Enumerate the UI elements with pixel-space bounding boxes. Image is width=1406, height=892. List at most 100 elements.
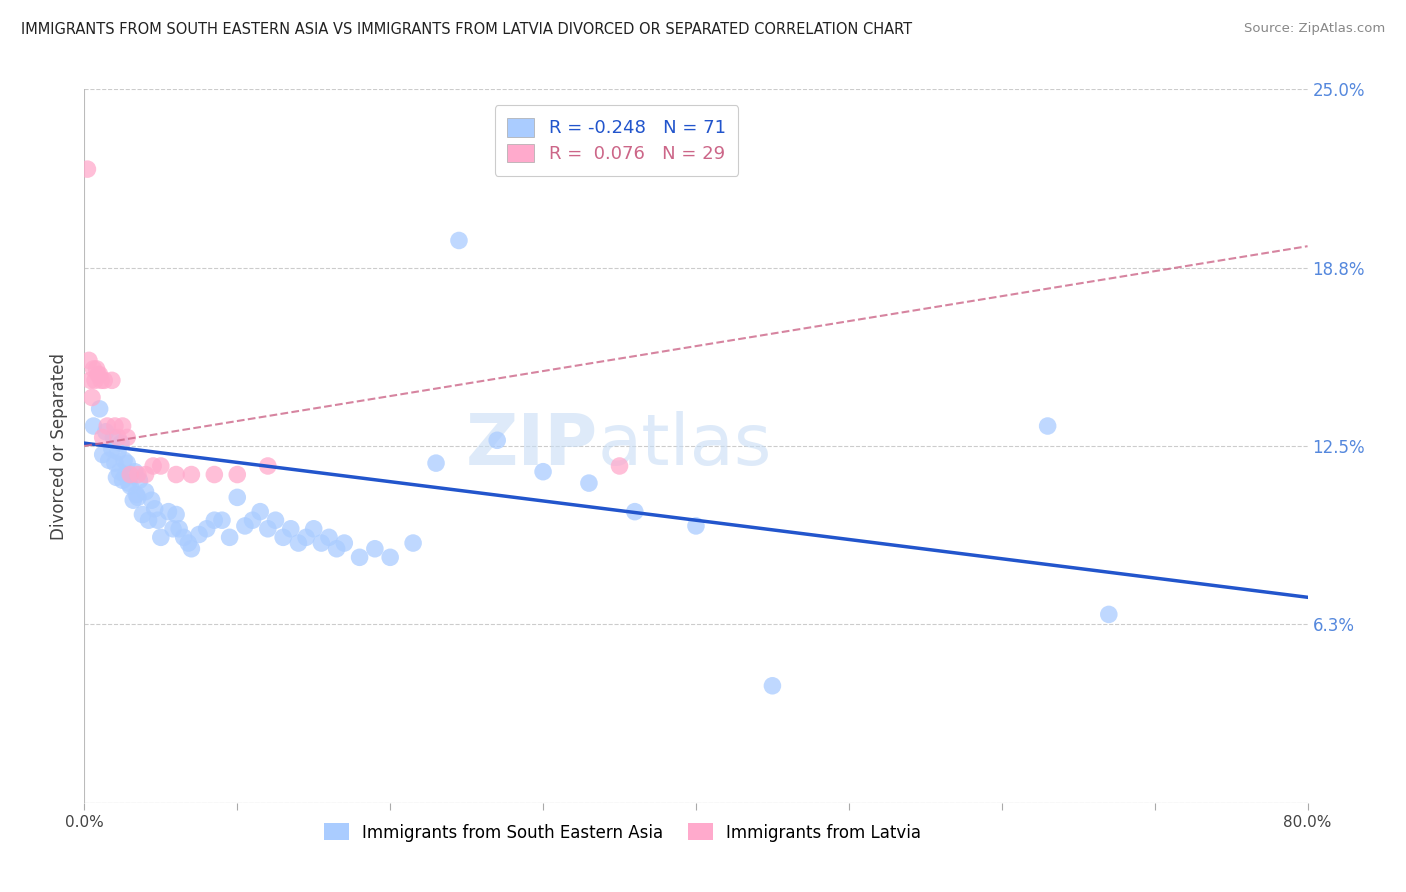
Point xyxy=(105,470,128,484)
Point xyxy=(202,513,225,527)
Point xyxy=(135,467,157,482)
Point xyxy=(211,513,233,527)
Point xyxy=(131,508,153,522)
Point xyxy=(295,530,318,544)
Point xyxy=(165,508,187,522)
Point xyxy=(115,430,138,444)
Point xyxy=(447,234,470,248)
Point xyxy=(120,467,142,482)
Point xyxy=(333,536,356,550)
Point xyxy=(486,434,509,448)
Point xyxy=(96,419,118,434)
Point xyxy=(318,530,340,544)
Point xyxy=(84,373,107,387)
Point xyxy=(97,453,120,467)
Point xyxy=(531,465,554,479)
Point xyxy=(157,505,180,519)
Point xyxy=(89,368,111,382)
Text: ZIP: ZIP xyxy=(465,411,598,481)
Point xyxy=(107,444,129,458)
Point xyxy=(149,458,172,473)
Point xyxy=(127,467,149,482)
Point xyxy=(90,373,112,387)
Point xyxy=(242,513,264,527)
Point xyxy=(135,484,157,499)
Point xyxy=(91,430,114,444)
Point xyxy=(110,436,132,450)
Point xyxy=(118,476,141,491)
Point xyxy=(202,467,225,482)
Point xyxy=(180,467,202,482)
Point xyxy=(107,430,129,444)
Point xyxy=(257,458,280,473)
Point xyxy=(76,162,98,177)
Point xyxy=(177,536,200,550)
Point xyxy=(146,513,169,527)
Point xyxy=(226,491,249,505)
Point xyxy=(380,550,402,565)
Point xyxy=(761,679,783,693)
Point xyxy=(103,430,125,444)
Point xyxy=(128,473,150,487)
Point xyxy=(141,493,163,508)
Point xyxy=(114,467,136,482)
Point xyxy=(271,530,294,544)
Point xyxy=(162,522,184,536)
Point xyxy=(80,391,103,405)
Point xyxy=(173,530,195,544)
Text: Source: ZipAtlas.com: Source: ZipAtlas.com xyxy=(1244,22,1385,36)
Point xyxy=(302,522,325,536)
Point xyxy=(167,522,190,536)
Point xyxy=(77,353,100,368)
Point xyxy=(349,550,371,565)
Point xyxy=(101,373,124,387)
Point xyxy=(83,419,105,434)
Text: IMMIGRANTS FROM SOUTH EASTERN ASIA VS IMMIGRANTS FROM LATVIA DIVORCED OR SEPARAT: IMMIGRANTS FROM SOUTH EASTERN ASIA VS IM… xyxy=(21,22,912,37)
Point xyxy=(226,467,249,482)
Point xyxy=(264,513,287,527)
Point xyxy=(257,522,280,536)
Point xyxy=(165,467,187,482)
Legend: Immigrants from South Eastern Asia, Immigrants from Latvia: Immigrants from South Eastern Asia, Immi… xyxy=(314,814,931,852)
Point xyxy=(115,456,138,470)
Point xyxy=(149,530,172,544)
Point xyxy=(138,513,160,527)
Point xyxy=(87,368,110,382)
Point xyxy=(402,536,425,550)
Point xyxy=(287,536,309,550)
Point xyxy=(325,541,347,556)
Point xyxy=(1098,607,1121,622)
Point xyxy=(112,453,135,467)
Point xyxy=(124,465,146,479)
Point xyxy=(79,373,101,387)
Point xyxy=(125,487,148,501)
Point xyxy=(425,456,447,470)
Point xyxy=(609,458,631,473)
Point xyxy=(195,522,218,536)
Point xyxy=(249,505,271,519)
Point xyxy=(142,458,165,473)
Point xyxy=(86,362,108,376)
Point xyxy=(218,530,240,544)
Text: atlas: atlas xyxy=(598,411,772,481)
Point xyxy=(93,373,115,387)
Point xyxy=(1036,419,1059,434)
Point xyxy=(101,442,124,456)
Point xyxy=(364,541,387,556)
Point xyxy=(83,362,105,376)
Point xyxy=(104,456,127,470)
Point xyxy=(188,527,211,541)
Point xyxy=(578,476,600,491)
Point xyxy=(233,519,256,533)
Point xyxy=(685,519,707,533)
Y-axis label: Divorced or Separated: Divorced or Separated xyxy=(51,352,69,540)
Point xyxy=(624,505,647,519)
Point xyxy=(311,536,333,550)
Point xyxy=(108,465,131,479)
Point xyxy=(180,541,202,556)
Point xyxy=(122,493,145,508)
Point xyxy=(111,473,134,487)
Point xyxy=(89,401,111,416)
Point xyxy=(104,419,127,434)
Point xyxy=(94,425,117,439)
